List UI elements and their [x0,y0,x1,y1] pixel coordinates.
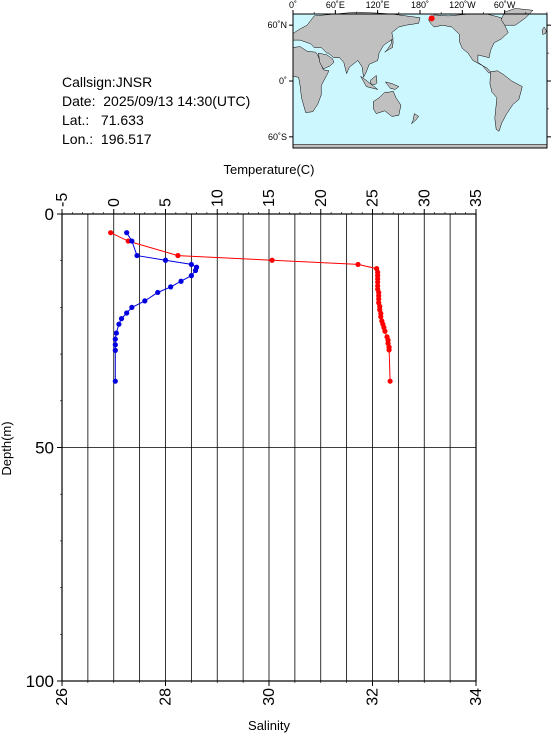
salinity-tick-label: 28 [158,688,175,706]
temperature-point [376,296,382,302]
temperature-point [382,328,388,334]
salinity-point [124,310,130,316]
salinity-axis-label: Salinity [248,718,290,733]
temperature-point [269,257,275,263]
temperature-point [387,378,393,384]
salinity-tick-label: 32 [365,688,382,706]
latitude-text: Lat.: 71.633 [62,112,144,128]
salinity-point [188,273,194,279]
salinity-point [112,378,118,384]
salinity-point [162,257,169,263]
salinity-tick-label: 30 [261,688,278,706]
temperature-point [378,314,384,320]
salinity-point [192,267,199,274]
temperature-tick-label: 10 [209,189,226,207]
land-shape-10 [500,8,534,26]
salinity-point [129,238,135,244]
depth-axis-label: Depth(m) [0,421,14,475]
land-shape-7 [384,38,394,53]
date-text: Date: 2025/09/13 14:30(UTC) [62,93,251,109]
map-top-tick-label: 120˚W [449,0,476,10]
salinity-tick-label: 26 [54,688,71,706]
temperature-tick-label: 5 [158,198,175,207]
salinity-point [118,316,125,322]
salinity-tick-label: 34 [468,688,485,706]
map-top-tick-label: 60˚W [494,0,516,10]
map-top-tick-label: 0˚ [289,0,297,10]
map-left-tick-label: 60˚N [267,20,287,30]
depth-tick-label: 50 [35,439,54,458]
map-top-tick-label: 180˚ [411,0,429,10]
land-shape-3 [373,90,402,117]
salinity-point [178,278,184,284]
map-left-tick-label: 60˚S [268,132,287,142]
land-shape-8 [411,113,419,124]
salinity-point [134,252,140,259]
temperature-tick-label: 20 [313,189,330,207]
map-top-tick-label: 120˚E [366,0,390,10]
salinity-point [116,321,122,327]
temperature-point [125,238,131,244]
depth-tick-label: 0 [45,205,54,224]
temperature-point [375,279,381,285]
temperature-point [175,252,181,259]
temperature-axis-label: Temperature(C) [223,162,314,177]
salinity-point [112,336,118,342]
land-shape-11 [489,70,523,132]
salinity-point [124,230,130,236]
map-left-tick-label: 0˚ [279,76,287,86]
temperature-tick-label: 25 [365,189,382,207]
land-shape-13 [541,26,547,35]
temperature-tick-label: 35 [468,189,485,207]
salinity-point [155,289,161,296]
land-shape-5 [370,74,378,85]
salinity-point [112,342,118,348]
salinity-point [112,347,118,353]
station-marker [428,15,435,22]
temperature-tick-label: 30 [416,189,433,207]
salinity-profile-line [114,232,198,382]
salinity-point [142,298,148,304]
temperature-profile-line [110,232,391,382]
salinity-point [168,284,174,290]
station-info: Callsign:JNSR Date: 2025/09/13 14:30(UTC… [62,73,250,149]
callsign-text: Callsign:JNSR [62,74,153,90]
temperature-point [355,261,361,268]
map-top-tick-label: 60˚E [326,0,345,10]
depth-tick-label: 100 [26,672,54,691]
temperature-tick-label: 0 [106,198,123,207]
land-shape-4 [360,76,378,90]
salinity-point [188,261,194,268]
salinity-point [113,330,119,336]
salinity-point [129,304,135,310]
land-shape-6 [384,81,400,90]
land-shape-9 [428,13,509,75]
temperature-tick-label: -5 [54,193,71,207]
temperature-point [386,347,392,353]
temperature-point [108,230,114,236]
land-shape-2 [318,52,335,70]
temperature-tick-label: 15 [261,189,278,207]
longitude-text: Lon.: 196.517 [62,131,152,147]
